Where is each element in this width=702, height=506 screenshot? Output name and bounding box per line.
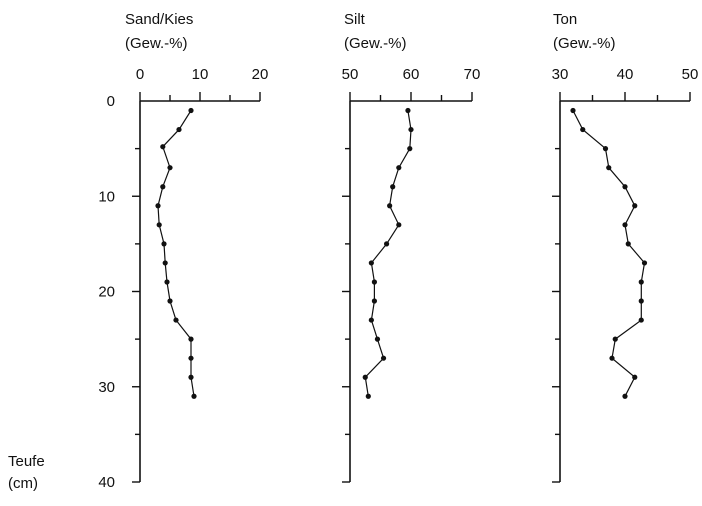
data-point bbox=[371, 298, 377, 304]
data-point bbox=[368, 317, 374, 323]
data-point bbox=[632, 374, 638, 380]
data-point bbox=[374, 336, 381, 342]
depth-label-line2: (cm) bbox=[8, 475, 38, 492]
data-point bbox=[188, 355, 194, 361]
data-point bbox=[167, 165, 173, 171]
panel-1: Sand/Kies (Gew.-%) 0 10 20 bbox=[125, 11, 269, 483]
data-point bbox=[396, 165, 402, 171]
data-point bbox=[155, 203, 161, 209]
panel-title: Sand/Kies bbox=[125, 11, 193, 28]
panel-3: Ton (Gew.-%) 30 40 50 bbox=[552, 11, 699, 483]
data-point bbox=[622, 222, 628, 228]
data-point bbox=[641, 260, 648, 266]
data-point bbox=[638, 317, 644, 323]
data-point bbox=[396, 222, 402, 228]
x-tick-label: 70 bbox=[464, 66, 481, 83]
data-point bbox=[368, 260, 374, 266]
data-point bbox=[622, 184, 628, 190]
panel-unit-label: (Gew.-%) bbox=[344, 35, 407, 52]
panel-unit-label: (Gew.-%) bbox=[125, 35, 188, 52]
x-tick-label: 30 bbox=[552, 66, 569, 83]
data-point bbox=[371, 279, 377, 285]
series-line bbox=[572, 110, 646, 397]
data-point bbox=[625, 241, 631, 247]
depth-tick-label: 30 bbox=[98, 379, 115, 396]
x-tick-label: 0 bbox=[136, 66, 144, 83]
depth-tick-label: 10 bbox=[98, 188, 115, 205]
data-point bbox=[609, 355, 615, 361]
depth-tick-label: 20 bbox=[98, 284, 115, 301]
data-point bbox=[606, 165, 612, 171]
data-point bbox=[632, 203, 638, 209]
data-point bbox=[570, 107, 576, 114]
data-point bbox=[365, 393, 371, 399]
data-point bbox=[407, 146, 413, 152]
data-point bbox=[405, 107, 411, 114]
data-point bbox=[384, 241, 390, 247]
data-point bbox=[160, 144, 166, 150]
data-point bbox=[638, 279, 644, 285]
panel-title: Silt bbox=[344, 11, 366, 28]
x-tick-label: 20 bbox=[252, 66, 269, 83]
series-line bbox=[364, 110, 412, 397]
data-point bbox=[387, 203, 393, 209]
data-point bbox=[173, 317, 179, 323]
data-point bbox=[176, 126, 182, 133]
data-point bbox=[161, 241, 167, 247]
data-point bbox=[602, 146, 609, 152]
x-tick-label: 10 bbox=[192, 66, 209, 83]
data-point bbox=[580, 126, 586, 133]
data-point bbox=[162, 260, 168, 266]
data-point bbox=[380, 355, 387, 361]
series-line bbox=[157, 110, 195, 397]
data-point bbox=[188, 107, 194, 114]
data-point bbox=[164, 279, 170, 285]
depth-tick-label: 40 bbox=[98, 474, 115, 491]
data-point bbox=[390, 184, 396, 190]
panel-2: Silt (Gew.-%) 50 60 70 bbox=[342, 11, 481, 483]
data-point bbox=[156, 222, 162, 228]
data-point bbox=[622, 393, 628, 399]
panels: Sand/Kies (Gew.-%) 0 10 20 Silt (Gew.-%) 50 60 70… bbox=[125, 11, 699, 483]
data-point bbox=[612, 336, 618, 342]
data-point bbox=[160, 184, 166, 190]
depth-axis-label: Teufe (cm) bbox=[8, 453, 45, 492]
depth-label-line1: Teufe bbox=[8, 453, 45, 470]
data-point bbox=[408, 126, 414, 133]
data-point bbox=[188, 374, 194, 380]
data-point bbox=[167, 298, 173, 304]
x-tick-label: 50 bbox=[682, 66, 699, 83]
x-tick-label: 60 bbox=[403, 66, 420, 83]
data-point bbox=[362, 374, 368, 380]
data-point bbox=[188, 336, 194, 342]
data-point bbox=[638, 298, 644, 304]
data-point bbox=[191, 393, 197, 399]
x-tick-label: 40 bbox=[617, 66, 634, 83]
panel-title: Ton bbox=[553, 11, 577, 28]
panel-unit-label: (Gew.-%) bbox=[553, 35, 616, 52]
depth-tick-label: 0 bbox=[107, 93, 115, 110]
depth-tick-labels: 0 10 20 30 40 bbox=[98, 93, 115, 491]
x-tick-label: 50 bbox=[342, 66, 359, 83]
